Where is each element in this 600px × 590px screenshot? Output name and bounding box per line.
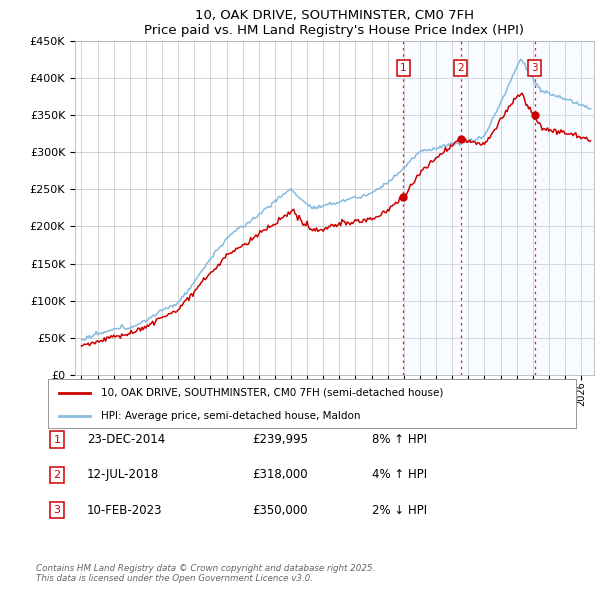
Text: 2% ↓ HPI: 2% ↓ HPI — [372, 504, 427, 517]
Text: 12-JUL-2018: 12-JUL-2018 — [87, 468, 159, 481]
Text: £350,000: £350,000 — [252, 504, 308, 517]
Text: £239,995: £239,995 — [252, 433, 308, 446]
Text: 3: 3 — [531, 63, 538, 73]
Text: 2: 2 — [457, 63, 464, 73]
Text: £318,000: £318,000 — [252, 468, 308, 481]
Text: 1: 1 — [53, 435, 61, 444]
Text: 3: 3 — [53, 506, 61, 515]
Text: 2: 2 — [53, 470, 61, 480]
Text: 10-FEB-2023: 10-FEB-2023 — [87, 504, 163, 517]
Text: Contains HM Land Registry data © Crown copyright and database right 2025.
This d: Contains HM Land Registry data © Crown c… — [36, 563, 376, 583]
Text: 1: 1 — [400, 63, 407, 73]
Text: 4% ↑ HPI: 4% ↑ HPI — [372, 468, 427, 481]
Title: 10, OAK DRIVE, SOUTHMINSTER, CM0 7FH
Price paid vs. HM Land Registry's House Pri: 10, OAK DRIVE, SOUTHMINSTER, CM0 7FH Pri… — [145, 9, 524, 37]
Text: 23-DEC-2014: 23-DEC-2014 — [87, 433, 165, 446]
Text: HPI: Average price, semi-detached house, Maldon: HPI: Average price, semi-detached house,… — [101, 411, 360, 421]
Text: 8% ↑ HPI: 8% ↑ HPI — [372, 433, 427, 446]
Bar — [535, 41, 594, 375]
Bar — [403, 41, 594, 375]
Text: 10, OAK DRIVE, SOUTHMINSTER, CM0 7FH (semi-detached house): 10, OAK DRIVE, SOUTHMINSTER, CM0 7FH (se… — [101, 388, 443, 398]
